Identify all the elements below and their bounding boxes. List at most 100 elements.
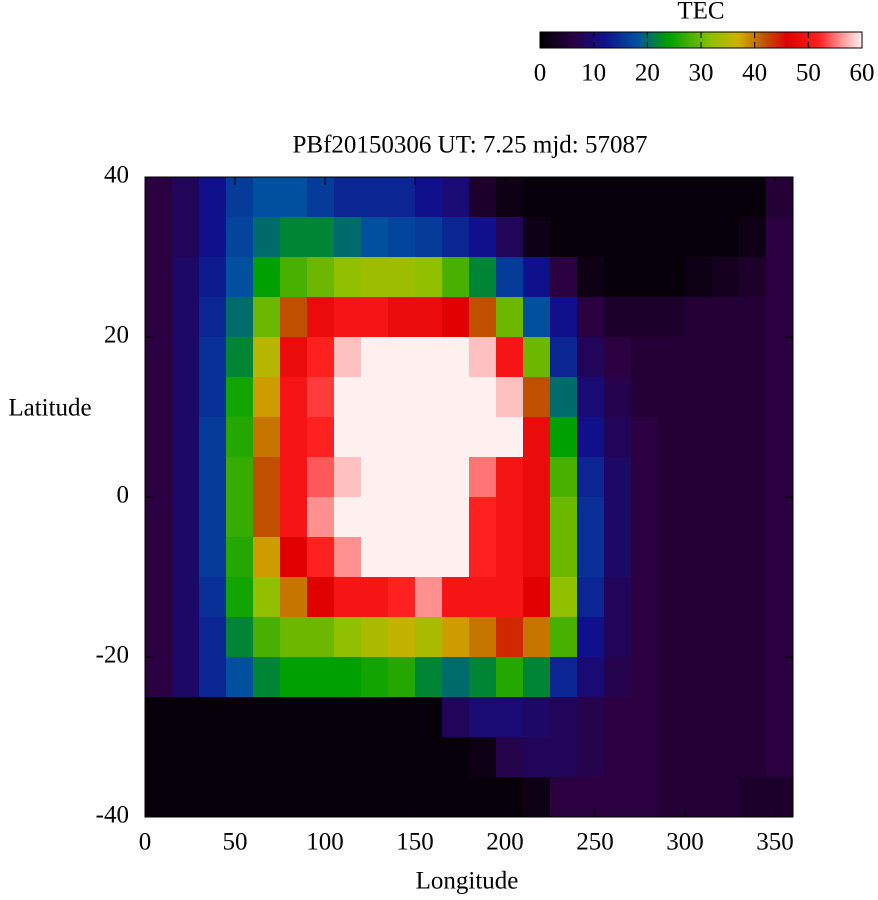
heatmap-cell: [145, 697, 173, 738]
heatmap-cell: [685, 737, 713, 778]
heatmap-cell: [496, 377, 524, 418]
x-tick-label: 150: [396, 829, 434, 856]
heatmap-cell: [658, 377, 686, 418]
heatmap-cell: [712, 697, 740, 738]
heatmap-cell: [496, 697, 524, 738]
heatmap-cell: [604, 577, 632, 618]
heatmap-cell: [145, 257, 173, 298]
heatmap-cell: [361, 417, 389, 458]
heatmap-cell: [604, 497, 632, 538]
heatmap-cell: [766, 337, 794, 378]
colorbar-label: TEC: [677, 0, 724, 25]
heatmap-cell: [442, 697, 470, 738]
heatmap-cell: [577, 337, 605, 378]
heatmap-cell: [550, 257, 578, 298]
heatmap-cell: [523, 617, 551, 658]
heatmap-cell: [415, 177, 443, 218]
heatmap-cell: [199, 657, 227, 698]
heatmap-cell: [496, 337, 524, 378]
heatmap-cell: [766, 497, 794, 538]
heatmap-cell: [442, 297, 470, 338]
heatmap-cell: [199, 257, 227, 298]
y-tick-label: 0: [117, 482, 130, 509]
heatmap-cell: [199, 737, 227, 778]
heatmap-cell: [766, 697, 794, 738]
heatmap-cell: [766, 257, 794, 298]
heatmap-cell: [361, 617, 389, 658]
heatmap-cell: [415, 337, 443, 378]
heatmap-cell: [550, 497, 578, 538]
heatmap-cell: [658, 417, 686, 458]
heatmap-cell: [280, 737, 308, 778]
heatmap-cell: [523, 537, 551, 578]
heatmap-cell: [496, 297, 524, 338]
heatmap-cell: [766, 457, 794, 498]
heatmap-cell: [388, 457, 416, 498]
heatmap-cell: [334, 177, 362, 218]
heatmap-cell: [388, 257, 416, 298]
colorbar-tick-label: 0: [534, 60, 547, 87]
heatmap-cell: [658, 257, 686, 298]
heatmap-cell: [145, 657, 173, 698]
heatmap-cell: [145, 377, 173, 418]
heatmap-cell: [631, 377, 659, 418]
colorbar-tick-label: 10: [581, 60, 606, 87]
heatmap-cell: [496, 457, 524, 498]
heatmap-cell: [523, 177, 551, 218]
heatmap-cell: [253, 457, 281, 498]
heatmap-cell: [415, 657, 443, 698]
heatmap-cell: [307, 457, 335, 498]
heatmap-cell: [685, 777, 713, 818]
heatmap-cell: [685, 257, 713, 298]
heatmap-cell: [712, 457, 740, 498]
heatmap-cell: [739, 737, 767, 778]
heatmap-cell: [739, 457, 767, 498]
heatmap-cell: [415, 217, 443, 258]
heatmap-cell: [739, 177, 767, 218]
heatmap-cell: [577, 617, 605, 658]
heatmap-cell: [739, 777, 767, 818]
heatmap-cell: [388, 737, 416, 778]
heatmap-cell: [685, 537, 713, 578]
heatmap-cell: [172, 577, 200, 618]
heatmap-cell: [739, 657, 767, 698]
heatmap-cell: [280, 697, 308, 738]
heatmap-cell: [577, 697, 605, 738]
heatmap-cell: [739, 217, 767, 258]
heatmap-cell: [469, 457, 497, 498]
heatmap-cell: [685, 497, 713, 538]
heatmap-cell: [766, 777, 794, 818]
heatmap-cell: [658, 777, 686, 818]
heatmap-cell: [685, 417, 713, 458]
heatmap-cell: [469, 377, 497, 418]
heatmap-cell: [226, 217, 254, 258]
heatmap-cell: [361, 297, 389, 338]
x-tick-label: 0: [139, 829, 152, 856]
heatmap-cell: [172, 417, 200, 458]
heatmap-cell: [604, 217, 632, 258]
heatmap-cell: [307, 337, 335, 378]
heatmap-cell: [334, 777, 362, 818]
heatmap-cell: [307, 177, 335, 218]
heatmap-cell: [523, 297, 551, 338]
heatmap-cell: [145, 537, 173, 578]
heatmap-cell: [172, 657, 200, 698]
heatmap-cell: [631, 457, 659, 498]
heatmap-cell: [685, 617, 713, 658]
heatmap-cell: [739, 337, 767, 378]
heatmap-cell: [442, 537, 470, 578]
heatmap-cell: [226, 377, 254, 418]
heatmap-cell: [415, 577, 443, 618]
heatmap-cell: [550, 457, 578, 498]
heatmap-cell: [361, 537, 389, 578]
heatmap-cell: [415, 297, 443, 338]
heatmap-cell: [172, 697, 200, 738]
heatmap-cell: [199, 537, 227, 578]
heatmap-cell: [388, 777, 416, 818]
heatmap-cell: [631, 537, 659, 578]
heatmap-cell: [172, 457, 200, 498]
heatmap-cell: [685, 177, 713, 218]
heatmap-cell: [280, 177, 308, 218]
heatmap-cell: [712, 657, 740, 698]
